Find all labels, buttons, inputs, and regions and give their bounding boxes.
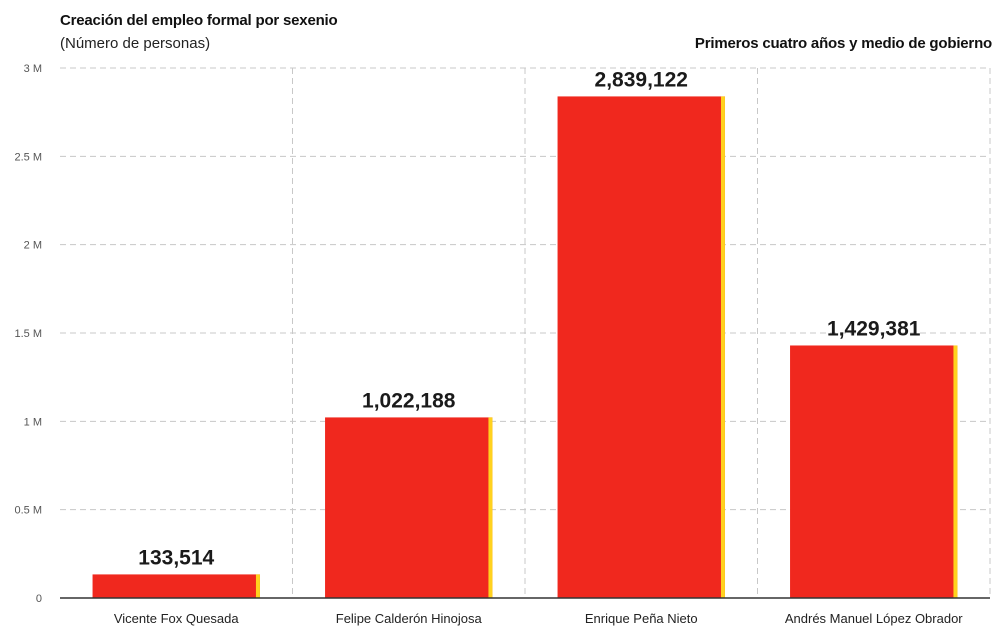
y-tick-label: 1 M bbox=[24, 416, 42, 428]
y-tick-label: 0.5 M bbox=[14, 505, 42, 517]
bar bbox=[92, 574, 260, 598]
bar-edge-highlight bbox=[720, 96, 725, 598]
category-label: Vicente Fox Quesada bbox=[114, 611, 240, 626]
data-label: 1,429,381 bbox=[827, 317, 921, 340]
bar-edge-highlight bbox=[488, 417, 493, 598]
y-tick-label: 0 bbox=[36, 593, 42, 605]
category-label: Andrés Manuel López Obrador bbox=[785, 611, 963, 626]
bar-edge-highlight bbox=[255, 574, 260, 598]
chart-note: Primeros cuatro años y medio de gobierno bbox=[694, 35, 992, 52]
chart-title: Creación del empleo formal por sexenio bbox=[60, 12, 338, 29]
data-label: 1,022,188 bbox=[362, 389, 456, 412]
bar bbox=[790, 345, 958, 598]
y-tick-label: 2.5 M bbox=[14, 151, 42, 163]
bar bbox=[325, 417, 493, 598]
chart-subtitle: (Número de personas) bbox=[60, 35, 211, 52]
data-label: 2,839,122 bbox=[595, 68, 688, 91]
y-tick-label: 2 M bbox=[24, 240, 42, 252]
data-label: 133,514 bbox=[138, 546, 214, 569]
y-tick-label: 1.5 M bbox=[14, 328, 42, 340]
bar-edge-highlight bbox=[953, 345, 958, 598]
y-tick-label: 3 M bbox=[24, 63, 42, 75]
category-label: Enrique Peña Nieto bbox=[585, 611, 698, 626]
bar bbox=[557, 96, 725, 598]
category-label: Felipe Calderón Hinojosa bbox=[336, 611, 483, 626]
